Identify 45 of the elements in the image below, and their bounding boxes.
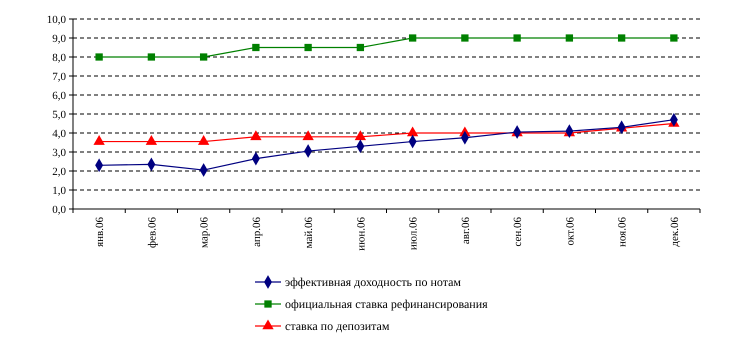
point [250, 130, 262, 140]
point [304, 44, 312, 52]
legend-label: эффективная доходность по нотам [285, 275, 462, 290]
point [670, 34, 678, 42]
x-tick-label: фев.06 [146, 216, 158, 248]
point [148, 53, 156, 61]
point [566, 34, 574, 42]
point [513, 34, 521, 42]
point [146, 136, 157, 145]
x-tick-label: янв.06 [94, 216, 106, 247]
x-tick-label: окт.06 [564, 216, 576, 246]
point [356, 44, 364, 52]
point [252, 44, 260, 52]
x-tick-label: май.06 [303, 216, 316, 248]
x-tick-label: авг.06 [460, 216, 472, 244]
y-tick-label: 6,0 [52, 90, 66, 102]
point [95, 53, 103, 61]
y-tick-label: 2,0 [52, 166, 66, 178]
y-tick-label: 8,0 [52, 52, 66, 64]
point [618, 34, 626, 42]
x-tick-label: июл.06 [408, 216, 420, 250]
x-tick-label: мар.06 [198, 216, 211, 248]
y-tick-label: 0,0 [52, 204, 66, 216]
legend-label: ставка по депозитам [285, 319, 390, 334]
y-tick-label: 3,0 [52, 146, 66, 159]
x-tick-label: сен.06 [512, 216, 524, 247]
point [408, 34, 416, 42]
point [407, 126, 418, 136]
y-tick-label: 7,0 [52, 70, 66, 83]
x-tick-label: апр.06 [250, 216, 263, 247]
point [198, 136, 209, 145]
y-tick-label: 9,0 [52, 32, 66, 45]
legend-label: официальная ставка рефинансирования [285, 297, 488, 312]
point [355, 130, 366, 140]
y-tick-label: 1,0 [52, 184, 66, 197]
y-tick-label: 4,0 [52, 128, 66, 140]
point [302, 130, 314, 140]
x-tick-label: дек.06 [668, 216, 681, 247]
point [94, 136, 104, 145]
y-tick-label: 5,0 [52, 108, 66, 121]
point [461, 34, 469, 42]
y-tick-label: 10,0 [46, 14, 66, 26]
x-tick-label: ноя.06 [616, 216, 629, 247]
point [200, 53, 208, 61]
x-tick-label: июн.06 [355, 216, 368, 251]
